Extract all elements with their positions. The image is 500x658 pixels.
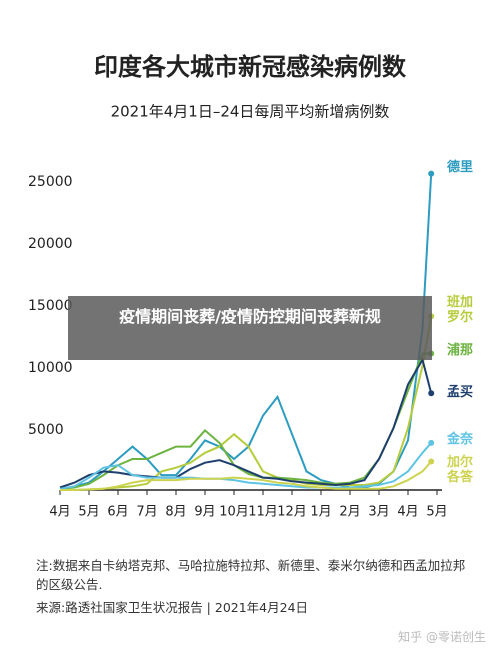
x-tick-label: 12月 [277,505,307,520]
series-line [59,352,432,490]
x-tick-label: 1月 [310,505,331,520]
end-point [428,439,435,446]
legend-label: 金奈 [447,432,474,447]
series-line [59,357,433,489]
legend-label: 孟买 [447,385,474,400]
watermark: 知乎 @零诺创生 [398,630,486,644]
y-tick-label: 15000 [28,298,73,314]
y-tick-label: 10000 [28,360,73,376]
legend-label: 班加罗尔 [447,295,474,325]
legend-label: 德里 [447,160,474,175]
note: 注:数据来自卡纳塔克邦、马哈拉施特拉邦、新德里、泰米尔纳德和西孟加拉邦的区级公告… [36,558,466,592]
y-tick-label: 25000 [28,174,73,190]
x-tick-label: 8月 [165,505,186,520]
x-tick-label: 4月 [397,505,418,520]
legend-label: 浦那 [447,343,474,358]
x-tick-label: 3月 [368,505,389,520]
end-point [428,458,435,465]
x-tick-label: 4月 [49,505,70,520]
x-tick-label: 6月 [107,505,128,520]
x-tick-label: 7月 [136,505,157,520]
source: 来源:路透社国家卫生状况报告 | 2021年4月24日 [36,600,309,615]
end-point [428,390,435,397]
x-tick-label: 9月 [194,505,215,520]
legend-label: 加尔各答 [447,455,474,485]
x-tick-label: 10月 [219,505,249,520]
y-tick-label: 20000 [28,236,73,252]
y-tick-label: 5000 [28,422,64,438]
chart-subtitle: 2021年4月1日–24日每周平均新增病例数 [111,103,390,121]
overlay-banner: 疫情期间丧葬/疫情防控期间丧葬新规 [68,296,432,360]
x-tick-label: 11月 [248,505,278,520]
x-tick-label: 5月 [78,505,99,520]
series-line [59,442,432,490]
x-tick-label: 5月 [426,505,447,520]
x-tick-label: 2月 [339,505,360,520]
end-point [428,170,435,177]
chart-title: 印度各大城市新冠感染病例数 [94,53,407,81]
series-line [60,460,432,491]
series-line [60,316,433,491]
